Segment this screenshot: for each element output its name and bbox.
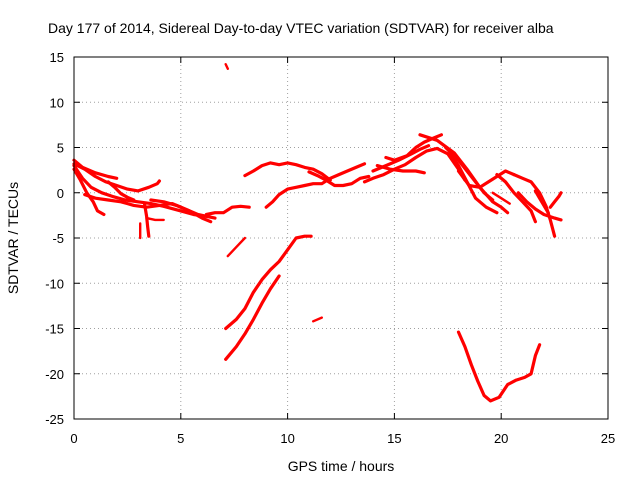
series-arc-23 [375,164,426,175]
series-arc-29 [491,191,511,205]
series-arc-31 [516,191,563,222]
grid-lines [74,57,608,419]
y-axis-label: SDTVAR / TECUs [5,182,21,294]
series-arc-33 [548,191,563,209]
series-arc-11 [204,204,251,217]
y-tick-label: 0 [57,186,64,201]
series-arc-26 [444,145,495,202]
series-arc-17 [224,234,313,331]
series-arc-27 [456,169,516,189]
series-arc-06 [106,180,136,202]
y-tick-labels: -25 -20 -15 -10 -5 0 5 10 15 [45,50,64,427]
y-tick-label: 10 [50,95,64,110]
y-tick-label: -10 [45,276,64,291]
series-arc-16 [226,236,247,258]
y-tick-label: -25 [45,412,64,427]
series-arc-07 [149,198,213,224]
series-arc-19 [312,316,323,323]
data-series [72,62,563,403]
chart-title: Day 177 of 2014, Sidereal Day-to-day VTE… [48,20,554,36]
series-arc-10 [145,216,165,222]
x-tick-label: 0 [70,431,77,446]
y-tick-label: -15 [45,322,64,337]
x-tick-label: 20 [494,431,508,446]
series-arc-14 [264,162,367,209]
series-arc-20 [362,146,467,184]
y-tick-label: -5 [52,231,64,246]
y-tick-label: 5 [57,141,64,156]
axis-ticks [73,56,609,420]
series-arc-08 [142,202,151,238]
y-tick-label: 15 [50,50,64,65]
series-arc-13 [243,161,332,182]
series-arc-30 [512,173,557,238]
series-arc-12 [224,62,230,71]
series-arc-32 [533,189,550,215]
series-arc-25 [448,151,499,215]
series-arc-04 [72,162,161,193]
series-arc-15 [307,170,371,188]
x-tick-labels: 0 5 10 15 20 25 [70,431,615,446]
x-axis-label: GPS time / hours [288,458,395,474]
x-tick-label: 5 [177,431,184,446]
y-tick-label: -20 [45,367,64,382]
series-arc-18 [224,274,281,361]
series-arc-34 [456,330,542,403]
x-tick-label: 25 [601,431,615,446]
x-tick-label: 10 [280,431,294,446]
series-arc-28 [495,173,538,224]
x-tick-label: 15 [387,431,401,446]
